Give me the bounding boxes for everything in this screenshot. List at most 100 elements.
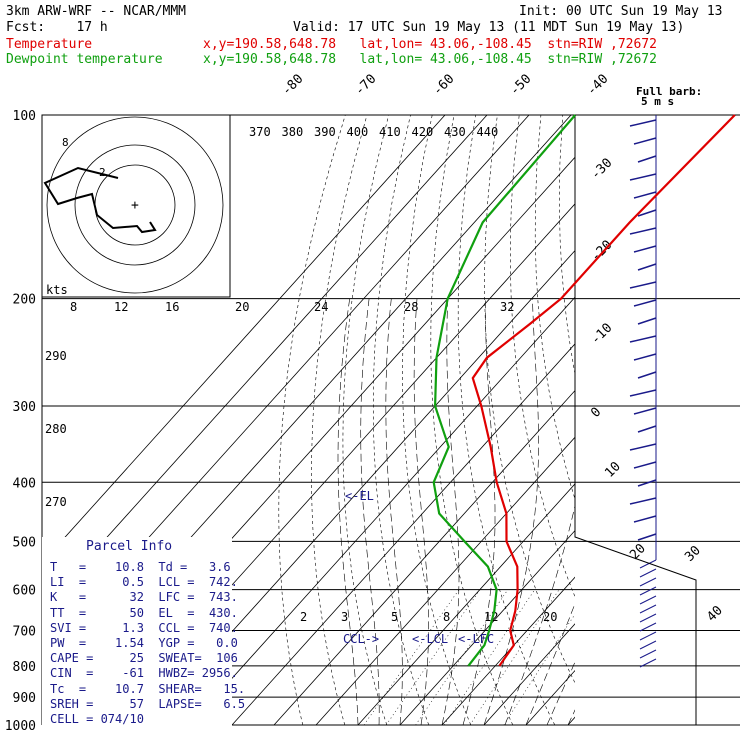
dewpoint-legend: Dewpoint temperature bbox=[6, 52, 163, 67]
moist-adiabat bbox=[441, 298, 460, 725]
wind-barb bbox=[639, 577, 657, 587]
temperature-legend: Temperature bbox=[6, 37, 93, 52]
wind-barb bbox=[633, 353, 657, 361]
dry-adiabat bbox=[484, 115, 575, 684]
dry-adiabat bbox=[311, 115, 368, 725]
wind-barb bbox=[637, 209, 657, 217]
theta-label: 290 bbox=[45, 349, 67, 363]
model-title: 3km ARW-WRF -- NCAR/MMM bbox=[6, 4, 187, 19]
parcel-info-line: CAPE = 25 SWEAT= 106 bbox=[50, 651, 238, 666]
moist-adiabat bbox=[413, 298, 429, 725]
wind-barb bbox=[639, 595, 657, 605]
hodograph-trace bbox=[43, 166, 157, 234]
dry-adiabat bbox=[671, 115, 740, 725]
wind-barb bbox=[639, 604, 657, 614]
isotherm-line bbox=[357, 483, 575, 725]
isotherm-label: 30 bbox=[682, 543, 704, 565]
isotherm-label: -40 bbox=[584, 72, 611, 99]
isotherm-line bbox=[441, 576, 575, 725]
isotherm-line bbox=[525, 669, 575, 725]
isotherm-line bbox=[399, 529, 575, 725]
wind-barb bbox=[639, 568, 657, 578]
hodograph-speed-label: 24 bbox=[314, 300, 328, 314]
valid-time: Valid: 17 UTC Sun 19 May 13 (11 MDT Sun … bbox=[293, 20, 685, 35]
mixing-ratio-label: 12 bbox=[484, 610, 498, 624]
parcel-info-line: CELL = 074/10 bbox=[50, 712, 144, 726]
isotherm-line bbox=[483, 623, 575, 725]
el-marker: <-EL bbox=[345, 489, 374, 503]
temperature-location: x,y=190.58,648.78 lat,lon= 43.06,-108.45… bbox=[203, 37, 657, 52]
isotherm-label: 40 bbox=[704, 603, 726, 625]
hodograph-speed-label: 8 bbox=[70, 300, 77, 314]
wind-barb bbox=[637, 371, 657, 379]
moist-adiabat bbox=[504, 504, 575, 725]
mixing-ratio-label: 8 bbox=[443, 610, 450, 624]
hodograph-ring bbox=[74, 144, 196, 266]
wind-barb bbox=[637, 155, 657, 163]
wind-barb bbox=[633, 515, 657, 523]
dry-adiabat bbox=[509, 115, 575, 598]
isotherm-line bbox=[147, 249, 575, 725]
isotherm-line bbox=[42, 115, 446, 564]
dry-adiabat bbox=[534, 115, 575, 500]
parcel-info-panel bbox=[42, 537, 232, 733]
isotherm-label: -70 bbox=[352, 72, 379, 99]
wind-key-label: Full barb: bbox=[636, 85, 702, 98]
isotherm-label: -30 bbox=[588, 156, 615, 183]
isotherm-label: 0 bbox=[588, 405, 604, 421]
pressure-tick-label: 100 bbox=[13, 109, 36, 124]
theta-label: 440 bbox=[477, 125, 499, 139]
dewpoint-location: x,y=190.58,648.78 lat,lon= 43.06,-108.45… bbox=[203, 52, 657, 67]
theta-label: 380 bbox=[282, 125, 304, 139]
mixing-ratio-label: 3 bbox=[341, 610, 348, 624]
theta-label: 420 bbox=[412, 125, 434, 139]
dry-adiabat bbox=[606, 115, 740, 725]
dry-adiabat bbox=[693, 115, 740, 725]
parcel-info-title: Parcel Info bbox=[86, 539, 173, 554]
isotherm-line bbox=[315, 436, 575, 725]
wind-barb bbox=[639, 631, 657, 641]
wind-barb bbox=[629, 335, 657, 343]
moist-adiabat bbox=[360, 298, 380, 725]
mixing-ratio-line bbox=[469, 589, 560, 725]
hodograph-speed-label: 12 bbox=[114, 300, 128, 314]
moist-adiabat bbox=[462, 298, 496, 725]
dry-adiabat bbox=[583, 115, 740, 725]
wind-barb bbox=[639, 658, 657, 668]
wind-barb bbox=[629, 173, 657, 181]
wind-barb bbox=[629, 443, 657, 451]
pressure-tick-label: 600 bbox=[13, 584, 36, 599]
wind-barb bbox=[637, 263, 657, 271]
theta-label: 270 bbox=[45, 495, 67, 509]
parcel-info-line: LI = 0.5 LCL = 742. bbox=[50, 575, 238, 590]
isotherm-line bbox=[273, 389, 575, 725]
parcel-info-line: SVI = 1.3 CCL = 740. bbox=[50, 620, 238, 635]
plot-border bbox=[574, 115, 697, 725]
hodograph-center: + bbox=[131, 198, 139, 213]
pressure-tick-label: 700 bbox=[13, 625, 36, 640]
mixing-ratio-label: 2 bbox=[300, 610, 307, 624]
hodograph-ring bbox=[46, 116, 224, 294]
isotherm-line bbox=[189, 296, 575, 725]
wind-barb bbox=[637, 425, 657, 433]
wind-barb bbox=[629, 281, 657, 289]
theta-label: 400 bbox=[347, 125, 369, 139]
isotherm-line bbox=[610, 115, 740, 725]
wind-barb bbox=[629, 227, 657, 235]
isotherm-label: -60 bbox=[430, 72, 457, 99]
wind-barb bbox=[639, 649, 657, 659]
wind-key-units: 5 m s bbox=[641, 95, 674, 108]
parcel-info-line: Tc = 10.7 SHEAR= 15. bbox=[50, 681, 246, 696]
wind-barb bbox=[633, 299, 657, 307]
wind-barb bbox=[637, 317, 657, 325]
forecast-hour: Fcst: 17 h bbox=[6, 20, 108, 35]
dry-adiabat bbox=[342, 115, 389, 725]
theta-label: 410 bbox=[379, 125, 401, 139]
isotherm-label: 10 bbox=[602, 459, 624, 481]
profile-temperature bbox=[471, 114, 736, 667]
theta-label: 390 bbox=[314, 125, 336, 139]
lcl-marker: <-LCL bbox=[412, 632, 448, 646]
hodograph-speed-label: 32 bbox=[500, 300, 514, 314]
wind-barb bbox=[639, 559, 657, 569]
parcel-info-line: T = 10.8 Td = 3.6 bbox=[50, 560, 231, 574]
